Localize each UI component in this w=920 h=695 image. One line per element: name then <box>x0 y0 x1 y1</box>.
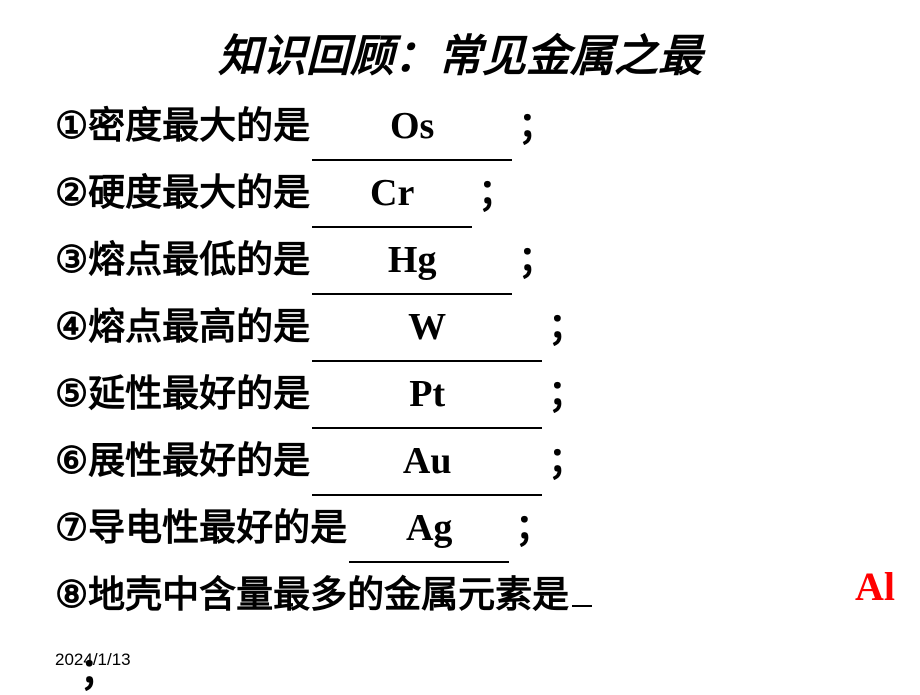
item-label: 熔点最低的是 <box>88 228 310 293</box>
answer-blank: Os <box>312 94 512 161</box>
list-item: ⑦ 导电性最好的是 Ag ； <box>55 496 920 563</box>
list-item: ③ 熔点最低的是 Hg ； <box>55 228 920 295</box>
item-suffix: ； <box>548 429 585 494</box>
list-item: ⑧ 地壳中含量最多的金属元素是 <box>55 563 920 628</box>
answer-blank: Pt <box>312 362 542 429</box>
item-label: 熔点最高的是 <box>88 295 310 360</box>
item-suffix: ； <box>548 362 585 427</box>
answer-aluminum: Al <box>855 563 895 610</box>
item-number: ⑥ <box>55 429 88 494</box>
item-label: 硬度最大的是 <box>88 161 310 226</box>
item-suffix: ； <box>515 496 552 561</box>
answer-blank: Cr <box>312 161 472 228</box>
item-label: 地壳中含量最多的金属元素是 <box>88 563 569 628</box>
page-title: 知识回顾：常见金属之最 <box>0 0 920 94</box>
item-number: ④ <box>55 295 88 360</box>
item-label: 密度最大的是 <box>88 94 310 159</box>
item-suffix: ； <box>518 228 555 293</box>
list-item: ② 硬度最大的是 Cr ； <box>55 161 920 228</box>
item-label: 导电性最好的是 <box>88 496 347 561</box>
item-number: ⑧ <box>55 563 88 628</box>
item-number: ⑤ <box>55 362 88 427</box>
answer-blank: Hg <box>312 228 512 295</box>
item-number: ② <box>55 161 88 226</box>
item-number: ⑦ <box>55 496 88 561</box>
item-suffix: ； <box>548 295 585 360</box>
answer-blank: W <box>312 295 542 362</box>
list-item: ⑤ 延性最好的是 Pt ； <box>55 362 920 429</box>
answer-blank: Ag <box>349 496 509 563</box>
answer-blank-empty <box>572 605 592 607</box>
item-number: ① <box>55 94 88 159</box>
item-label: 延性最好的是 <box>88 362 310 427</box>
item-suffix: ； <box>518 94 555 159</box>
list-item: ④ 熔点最高的是 W ； <box>55 295 920 362</box>
item-label: 展性最好的是 <box>88 429 310 494</box>
trailing-semicolon: ； <box>80 641 117 695</box>
list-item: ⑥ 展性最好的是 Au ； <box>55 429 920 496</box>
answer-blank: Au <box>312 429 542 496</box>
item-suffix: ； <box>478 161 515 226</box>
list-item: ① 密度最大的是 Os ； <box>55 94 920 161</box>
item-number: ③ <box>55 228 88 293</box>
content-area: ① 密度最大的是 Os ； ② 硬度最大的是 Cr ； ③ 熔点最低的是 Hg … <box>0 94 920 628</box>
